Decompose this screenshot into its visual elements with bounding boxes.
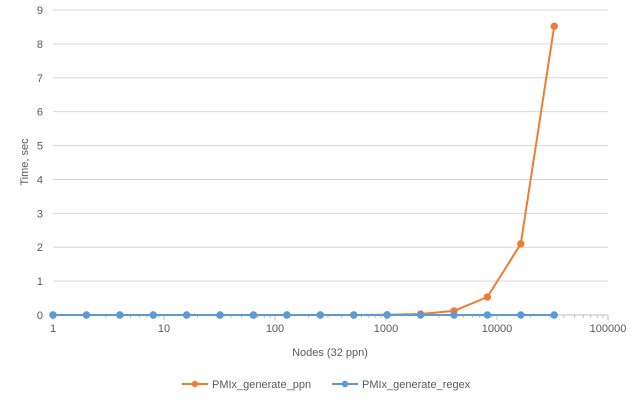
data-point: [249, 311, 258, 319]
legend: PMIx_generate_ppn PMIx_generate_regex: [182, 379, 471, 391]
x-tick-label: 100000: [590, 323, 627, 335]
y-tick-label: 3: [37, 208, 43, 220]
data-point: [517, 240, 525, 248]
y-tick-label: 9: [37, 5, 43, 17]
data-point: [182, 311, 191, 319]
y-tick-label: 4: [37, 174, 43, 186]
gridlines: [53, 9, 608, 282]
series-line: [53, 26, 556, 316]
data-point: [483, 293, 492, 301]
y-axis-title: Time, sec: [19, 138, 31, 186]
x-tick-label: 1000: [374, 323, 398, 335]
data-point: [82, 311, 91, 319]
legend-swatch-marker: [191, 380, 199, 388]
data-point: [450, 311, 458, 319]
data-point: [416, 311, 425, 319]
y-tick-label: 8: [37, 39, 43, 51]
y-tick-label: 2: [37, 242, 43, 254]
data-point: [216, 311, 224, 319]
y-tick-label: 6: [37, 107, 43, 119]
y-tick-label: 1: [37, 276, 43, 288]
legend-label: PMIx_generate_ppn: [212, 379, 311, 391]
x-axis-title: Nodes (32 ppn): [292, 347, 368, 359]
data-point: [49, 311, 57, 319]
data-point: [550, 311, 558, 319]
data-point: [517, 311, 525, 319]
data-point: [149, 311, 157, 319]
data-point: [283, 311, 291, 319]
data-point: [483, 311, 492, 319]
data-point: [383, 311, 391, 319]
x-tick-label: 1: [50, 323, 56, 335]
data-point: [350, 311, 358, 319]
data-point: [550, 22, 558, 30]
y-tick-label: 5: [37, 141, 43, 153]
x-tick-label: 10000: [482, 323, 513, 335]
series-layer: [49, 22, 558, 319]
data-point: [316, 311, 325, 319]
legend-label: PMIx_generate_regex: [362, 379, 471, 391]
y-tick-label: 0: [37, 310, 43, 322]
x-tick-label: 100: [266, 323, 284, 335]
data-point: [116, 311, 124, 319]
x-tick-label: 10: [158, 323, 170, 335]
y-tick-label: 7: [37, 73, 43, 85]
legend-swatch-marker: [341, 380, 349, 388]
